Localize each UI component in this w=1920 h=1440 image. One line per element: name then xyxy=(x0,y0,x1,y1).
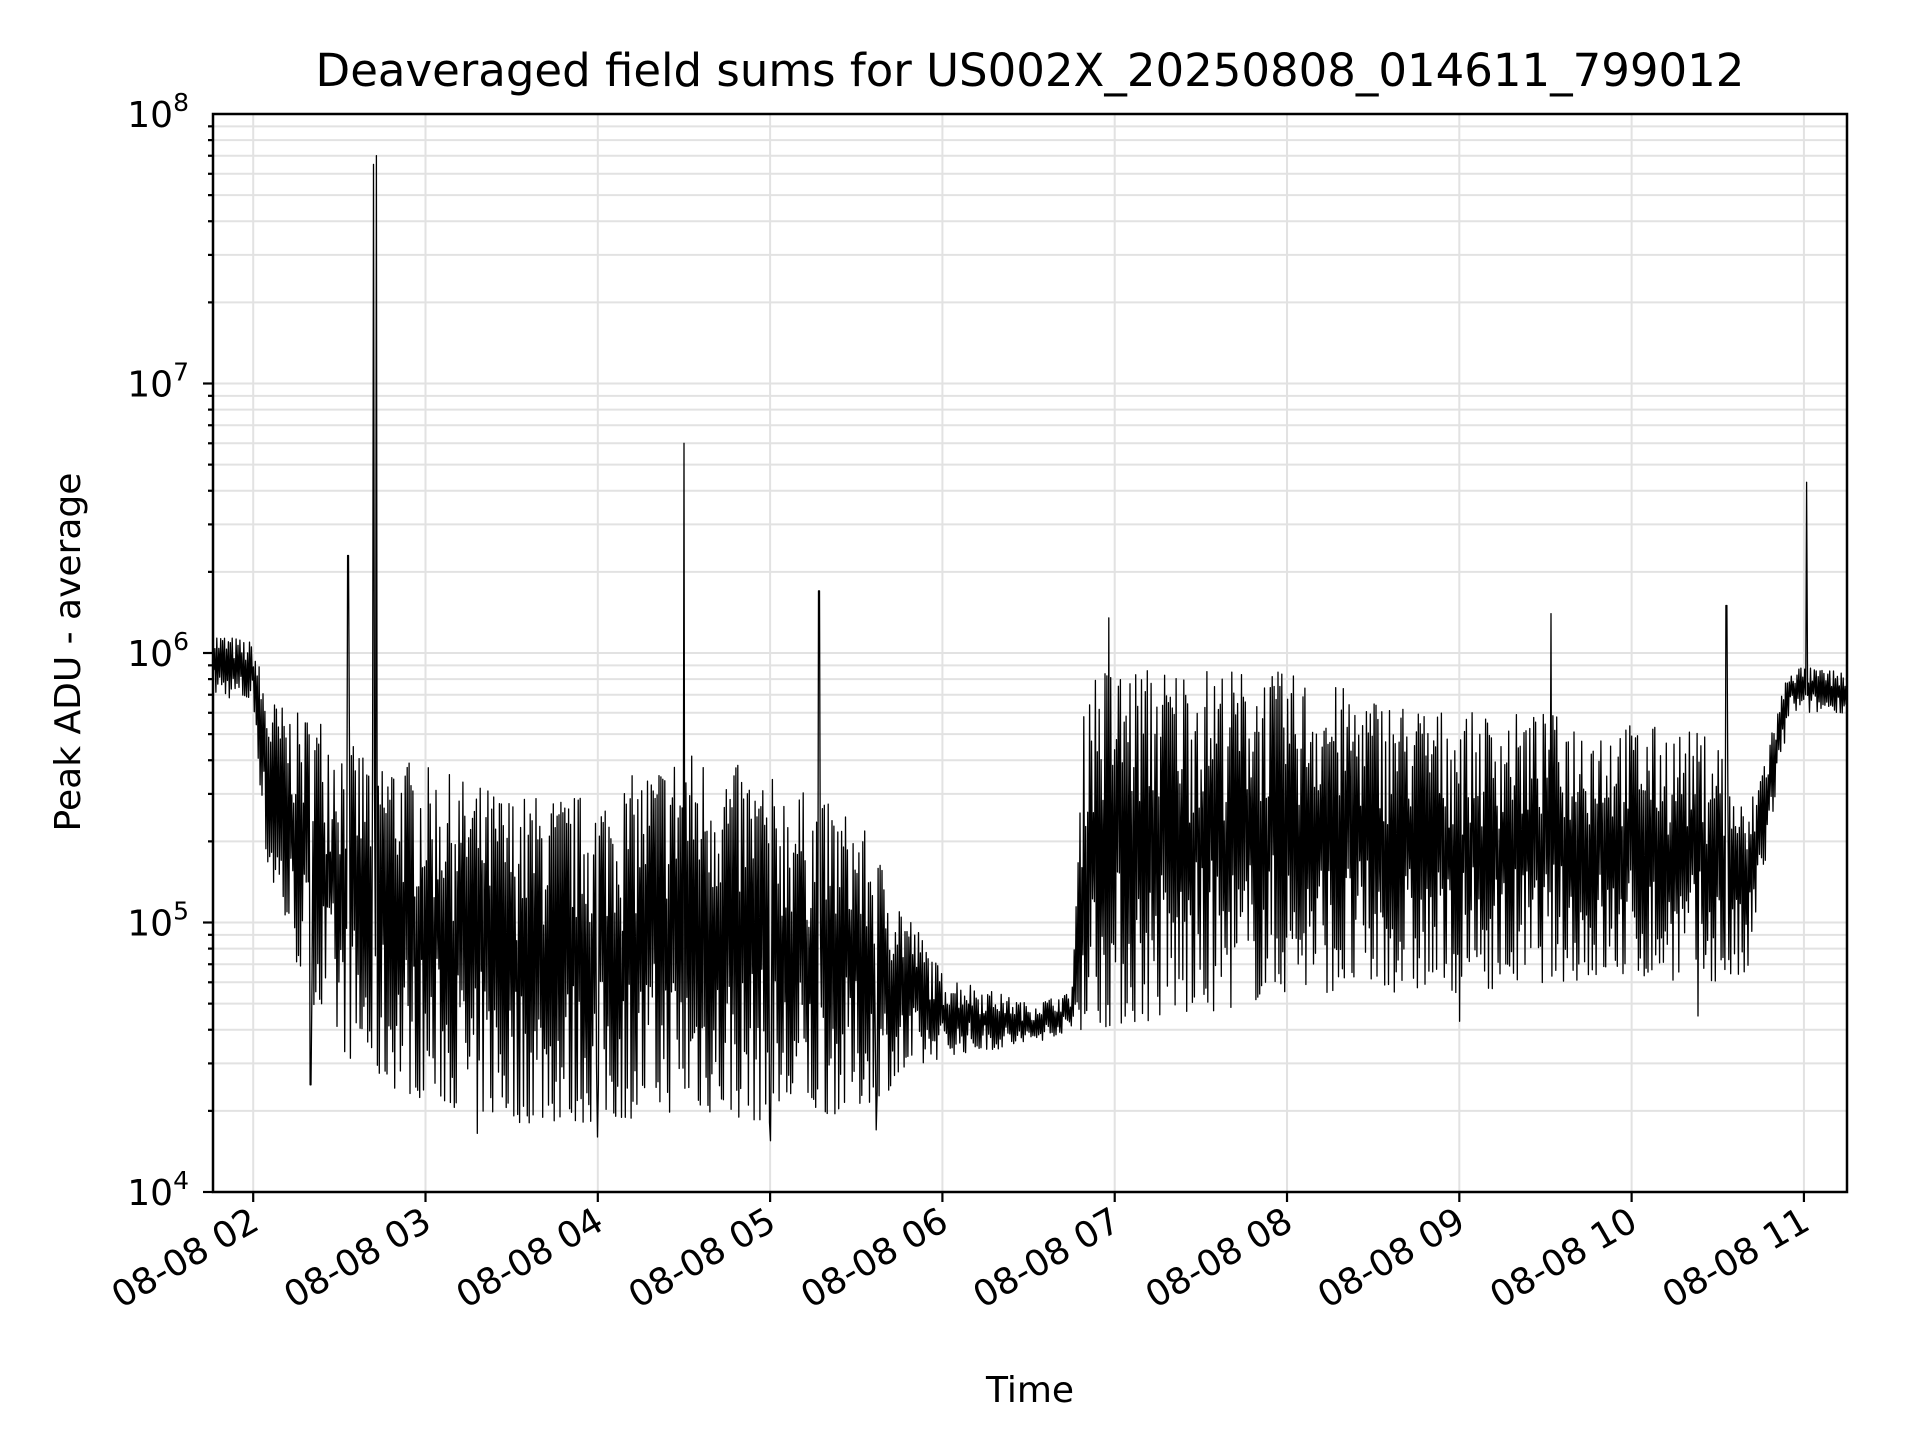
y-tick-label-base: 10 xyxy=(127,634,173,675)
y-tick-label: 107 xyxy=(127,358,189,406)
y-tick-label: 104 xyxy=(127,1166,189,1214)
y-tick-label: 108 xyxy=(127,88,189,136)
y-tick-label-exponent: 8 xyxy=(173,88,189,117)
y-tick-label-base: 10 xyxy=(127,365,173,406)
y-tick-label: 105 xyxy=(127,897,189,945)
y-axis-label: Peak ADU - average xyxy=(48,473,89,832)
y-tick-label: 106 xyxy=(127,627,189,675)
y-tick-label-exponent: 6 xyxy=(173,627,189,656)
series-line xyxy=(212,155,1848,1142)
y-tick-label-base: 10 xyxy=(127,1173,173,1214)
chart-title: Deaveraged field sums for US002X_2025080… xyxy=(316,44,1745,97)
y-tick-label-base: 10 xyxy=(127,904,173,945)
y-tick-label-exponent: 5 xyxy=(173,897,189,926)
y-tick-label-exponent: 7 xyxy=(173,358,189,387)
series-path xyxy=(212,155,1848,1142)
y-tick-label-base: 10 xyxy=(127,95,173,136)
x-axis-label: Time xyxy=(985,1370,1074,1411)
y-tick-label-exponent: 4 xyxy=(173,1166,189,1195)
